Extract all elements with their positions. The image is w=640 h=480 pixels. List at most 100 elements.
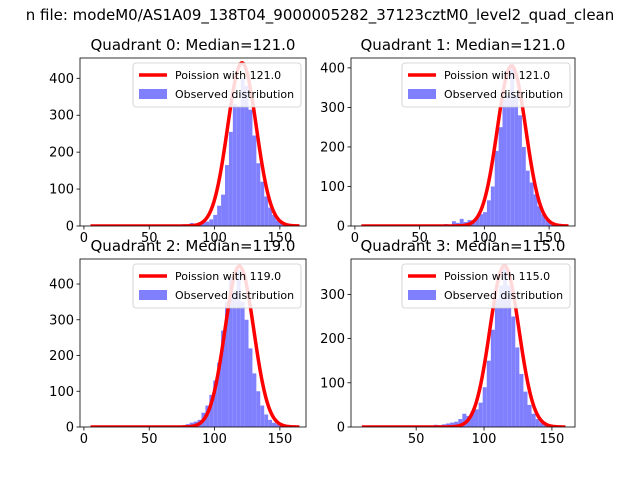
histogram-bar <box>236 106 241 226</box>
histogram-bar <box>458 419 463 427</box>
subplot-title: Quadrant 3: Median=115.0 <box>361 237 566 255</box>
plot-area <box>89 61 301 226</box>
y-tick-label: 300 <box>49 313 74 328</box>
axes-frame <box>79 57 307 227</box>
x-tick-label: 0 <box>80 231 88 246</box>
histogram-bar <box>478 402 483 427</box>
histogram-bar <box>475 218 480 226</box>
histogram-bar <box>519 373 524 427</box>
y-tick-label: 0 <box>66 220 74 235</box>
histogram-bar <box>515 347 520 427</box>
y-tick-label: 400 <box>49 72 74 87</box>
y-tick-label: 300 <box>49 109 74 124</box>
x-tick-label: 150 <box>267 432 292 447</box>
histogram-bar <box>539 422 544 427</box>
legend: Poission with 119.0 Observed distribution <box>132 263 302 309</box>
histogram-bar <box>502 99 507 226</box>
histogram-bar <box>228 131 233 226</box>
histogram-bar <box>264 414 269 427</box>
histogram-bar <box>240 78 245 226</box>
histogram-bar <box>225 301 229 427</box>
poisson-curve <box>89 61 301 226</box>
x-tick-label: 100 <box>202 432 227 447</box>
histogram-bar <box>213 380 218 427</box>
x-tick-label: 50 <box>141 231 158 246</box>
histogram-bar <box>511 316 516 427</box>
histogram-bar <box>529 182 534 226</box>
poisson-curve <box>89 264 301 427</box>
y-tick-label: 200 <box>320 332 345 347</box>
histogram-bar <box>236 269 241 427</box>
plot-area <box>89 264 301 427</box>
histogram-bar <box>479 214 484 226</box>
histogram-bar <box>486 200 491 226</box>
legend-label: Poission with 119.0 <box>175 270 281 283</box>
histogram-bar <box>474 409 479 427</box>
subplot-quadrant-2: 0 50 100 150 0 100 200 300 400 Quadrant 2: Median… <box>49 237 307 447</box>
histogram-bar <box>523 391 528 427</box>
plot-area <box>360 263 567 427</box>
legend-box <box>132 62 302 108</box>
histogram-bar <box>450 422 455 427</box>
legend-bar-swatch <box>408 290 436 300</box>
histogram-bar <box>521 146 526 226</box>
x-tick-label: 50 <box>411 231 428 246</box>
histogram-bar <box>483 212 487 226</box>
histogram-bar <box>232 291 237 427</box>
y-tick-label: 100 <box>49 385 74 400</box>
x-tick-label: 50 <box>408 432 425 447</box>
legend-label: Poission with 121.0 <box>175 69 281 82</box>
histogram-bar <box>205 221 210 226</box>
histogram-bar <box>225 165 229 226</box>
histogram-bar <box>268 207 273 226</box>
histogram-bar <box>494 298 499 427</box>
histogram-bar <box>221 194 226 226</box>
histogram-bar <box>272 422 276 427</box>
histogram-bar <box>537 206 542 226</box>
subplot-quadrant-3: 50 100 150 0 100 200 300 Quadrant 3: Median=115… <box>320 237 576 447</box>
legend-label: Observed distribution <box>444 289 563 302</box>
histogram-bar <box>264 196 269 226</box>
histogram-bar <box>459 218 464 226</box>
x-tick-label: 0 <box>351 231 359 246</box>
histogram-bar <box>454 421 459 427</box>
histogram-bar <box>535 419 540 427</box>
legend-bar-swatch <box>139 290 167 300</box>
legend-label: Observed distribution <box>175 289 294 302</box>
y-tick-label: 0 <box>337 220 345 235</box>
x-tick-label: 150 <box>537 231 562 246</box>
subplot-quadrant-0: 0 50 100 150 0 100 200 300 400 Quadrant 0: Median… <box>49 36 307 246</box>
histogram-bar <box>244 319 249 427</box>
legend-box <box>401 263 571 309</box>
histogram-bar <box>451 221 456 226</box>
histogram-bar <box>510 63 515 226</box>
histogram-bar <box>217 362 222 427</box>
histogram-bar <box>518 115 522 226</box>
histogram-bar <box>201 222 206 226</box>
legend-label: Poission with 115.0 <box>444 270 550 283</box>
x-tick-label: 100 <box>472 231 497 246</box>
subplot-title: Quadrant 2: Median=119.0 <box>91 237 296 255</box>
axes-frame <box>350 57 576 227</box>
y-tick-label: 200 <box>320 140 345 155</box>
histogram-bar <box>268 419 273 427</box>
y-tick-label: 0 <box>66 421 74 436</box>
histogram-bar <box>470 411 475 427</box>
legend-box <box>132 263 302 309</box>
histogram-bar <box>248 348 253 427</box>
figure-suptitle: n file: modeM0/AS1A09_138T04_9000005282_… <box>25 6 615 24</box>
y-tick-label: 300 <box>320 101 345 116</box>
histogram-bar <box>498 127 503 226</box>
histogram-bar <box>260 181 265 226</box>
poisson-curve <box>360 64 570 226</box>
histogram-bar <box>527 404 532 427</box>
histogram-bar <box>525 170 530 226</box>
histogram-bar <box>228 276 233 427</box>
histogram-bar <box>514 95 519 226</box>
histogram-bar <box>217 205 222 226</box>
histogram-bar <box>490 186 495 226</box>
x-tick-label: 100 <box>202 231 227 246</box>
histogram-bar <box>275 220 280 226</box>
y-tick-label: 100 <box>320 180 345 195</box>
